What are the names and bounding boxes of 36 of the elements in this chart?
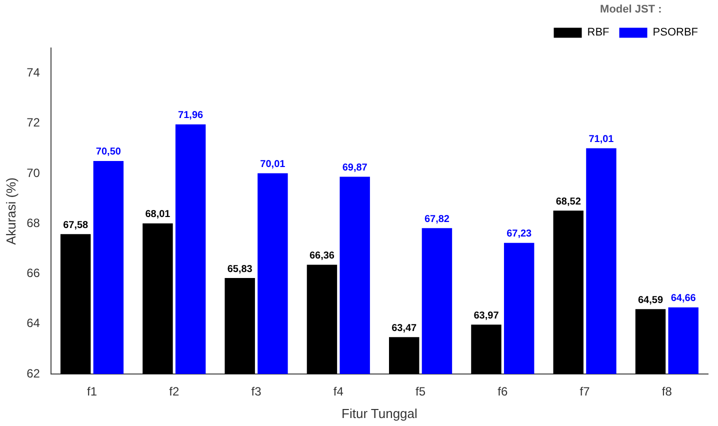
legend-label: RBF (587, 26, 610, 39)
data-label: 68,52 (556, 196, 582, 208)
x-tick-label: f3 (251, 384, 262, 399)
x-tick-label: f2 (169, 384, 180, 399)
data-label: 68,01 (145, 209, 171, 220)
data-label: 69,87 (342, 162, 368, 174)
x-tick-label: f1 (87, 384, 98, 399)
data-label: 70,01 (260, 159, 286, 170)
data-label: 63,47 (392, 322, 418, 334)
x-axis-title: Fitur Tunggal (342, 406, 418, 421)
data-label: 66,36 (309, 250, 335, 262)
y-axis-title: Akurasi (%) (3, 178, 18, 245)
data-label: 67,58 (63, 220, 89, 231)
data-label: 67,23 (506, 228, 532, 240)
data-label: 64,66 (670, 293, 696, 304)
y-tick-label: 70 (26, 166, 40, 180)
y-tick-label: 62 (26, 366, 40, 380)
y-tick-label: 64 (26, 316, 40, 330)
y-tick-label: 66 (26, 266, 40, 280)
y-tick-label: 72 (26, 116, 40, 130)
x-tick-label: f6 (498, 384, 508, 399)
legend-title: Model JST : (600, 4, 662, 16)
data-label: 71,01 (588, 134, 614, 145)
x-tick-label: f4 (333, 384, 344, 399)
y-tick-label: 68 (26, 216, 40, 230)
data-label: 70,50 (96, 146, 122, 158)
data-label: 71,96 (178, 110, 204, 122)
x-tick-label: f8 (662, 384, 672, 399)
data-label: 63,97 (474, 310, 500, 322)
legend-label: PSORBF (652, 26, 698, 39)
y-tick-label: 74 (26, 66, 40, 80)
data-label: 67,82 (424, 214, 450, 225)
data-label: 64,59 (638, 294, 664, 306)
x-tick-label: f5 (416, 384, 426, 399)
x-tick-label: f7 (580, 384, 590, 399)
data-label: 65,83 (227, 264, 253, 275)
